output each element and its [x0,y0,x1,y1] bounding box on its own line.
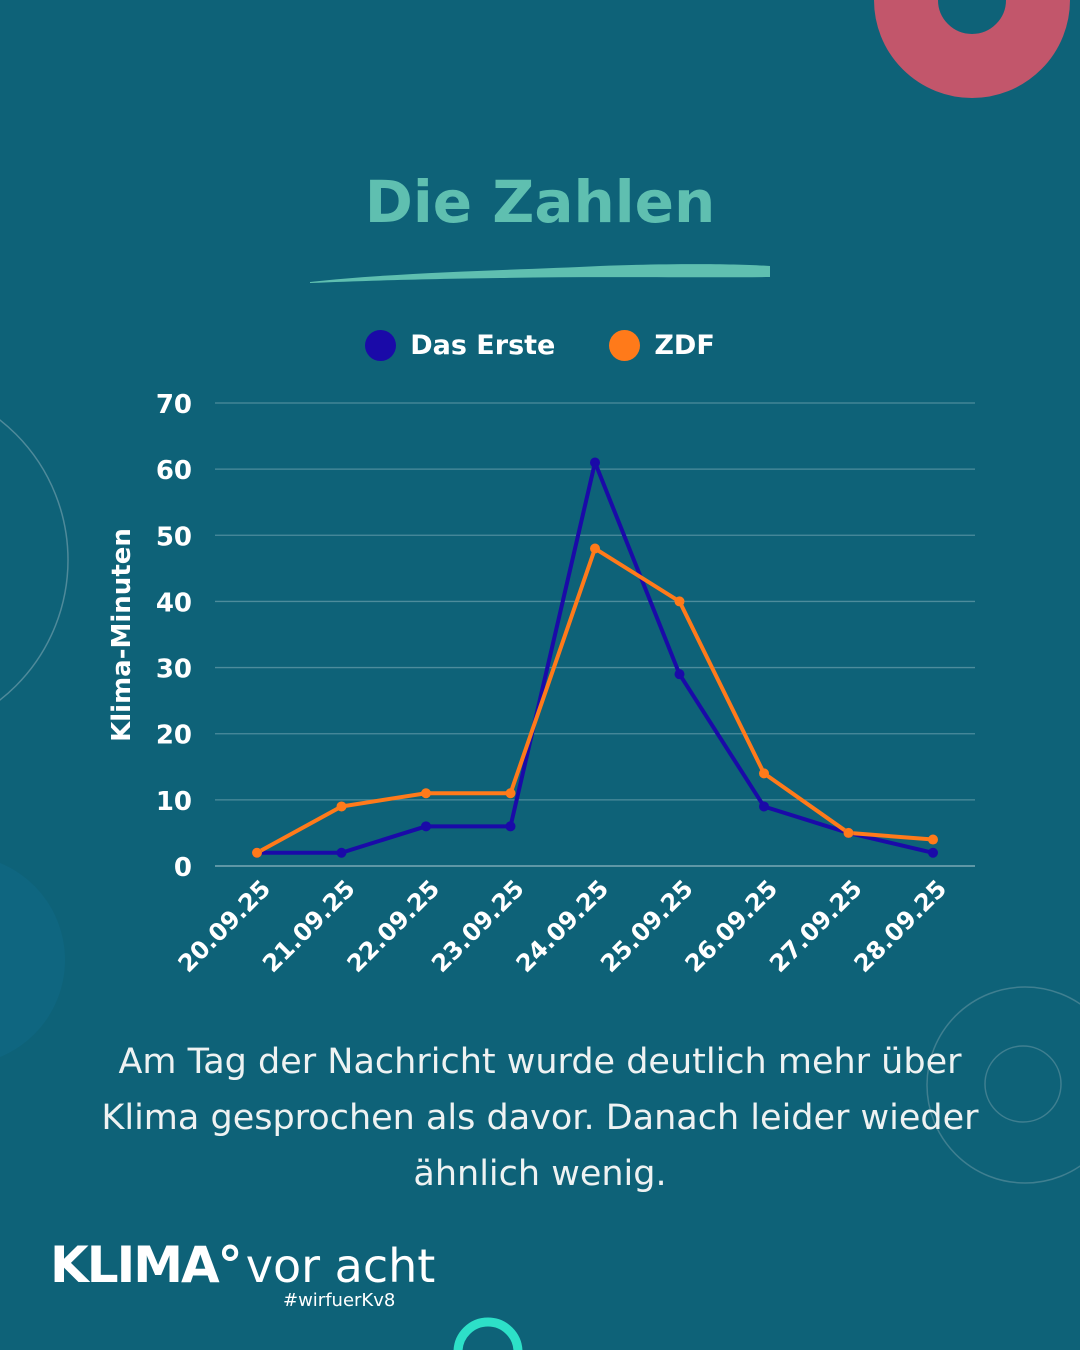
x-tick-label: 28.09.25 [849,874,953,978]
series-line-zdf [256,546,934,855]
circle-outline-decoration [984,1045,1062,1123]
circle-outline-decoration [0,419,69,701]
y-tick-label: 70 [156,390,192,420]
legend-label: Das Erste [410,330,556,361]
page-title: Die Zahlen [364,168,716,236]
y-tick-label: 30 [156,655,192,685]
data-point-zdf [336,801,347,812]
legend-marker-das-erste [365,330,397,361]
data-point-das-erste [421,821,431,832]
data-point-zdf [843,827,854,838]
y-tick-label: 50 [156,522,192,552]
legend-item-zdf: ZDF [609,330,715,361]
y-axis-label: Klima-Minuten [107,528,137,742]
legend-label: ZDF [654,330,715,361]
data-point-zdf [759,768,769,779]
data-point-zdf [421,788,431,799]
circle-outline-decoration [926,986,1080,1184]
data-point-das-erste [928,847,938,858]
legend-marker-zdf [609,330,641,361]
series-line-das-erste [257,460,934,855]
data-point-das-erste [505,821,516,832]
pink-ring-decoration [874,0,1070,98]
logo-tagline: vor acht [245,1239,436,1293]
hashtag: #wirfuerKv8 [283,1290,396,1311]
data-point-zdf [505,788,516,799]
klima-vor-acht-logo: KLIMA° vor acht [50,1236,435,1294]
data-point-zdf [928,834,938,845]
y-tick-label: 40 [156,588,192,618]
data-point-zdf [590,543,600,554]
data-point-zdf [252,847,262,858]
data-point-das-erste [336,847,347,858]
data-point-das-erste [759,801,769,812]
caption-text: Am Tag der Nachricht wurde deutlich mehr… [101,1042,979,1194]
y-tick-label: 60 [156,456,192,486]
teal-ring-decoration [453,1317,523,1350]
data-point-das-erste [590,457,600,468]
data-point-zdf [674,596,685,607]
logo-brand: KLIMA° [50,1236,243,1294]
brush-underline [310,264,770,283]
faint-circle-decoration [0,862,65,1058]
legend-item-das-erste: Das Erste [365,330,555,361]
y-tick-label: 10 [156,787,192,817]
y-tick-label: 20 [156,721,192,751]
chart-legend: Das Erste ZDF [0,330,1080,361]
data-point-das-erste [674,669,685,680]
y-tick-label: 0 [174,853,192,883]
